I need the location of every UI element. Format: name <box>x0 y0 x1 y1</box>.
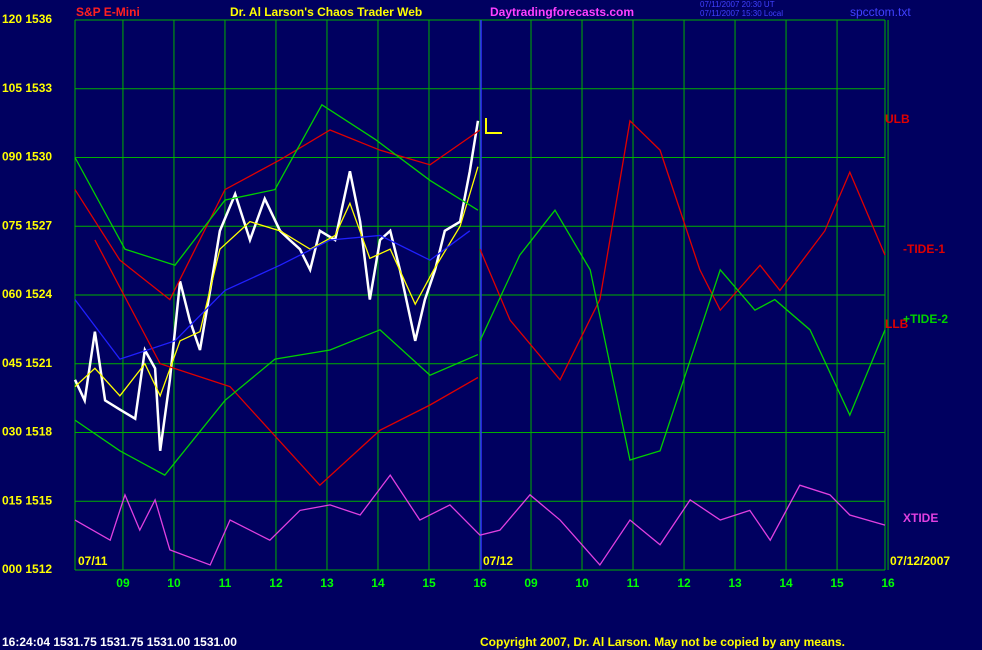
legend-label: LLB <box>885 317 909 331</box>
y-tick-label: 015 1515 <box>2 493 52 507</box>
timestamp: 07/11/2007 15:30 Local <box>700 9 783 18</box>
x-tick-label: 15 <box>422 576 436 590</box>
x-tick-label: 14 <box>779 576 793 590</box>
y-tick-label: 030 1518 <box>2 425 52 439</box>
series-line <box>74 230 471 360</box>
series-line <box>479 209 886 461</box>
date-label: 07/12 <box>483 554 513 568</box>
series-line <box>74 473 886 567</box>
marker <box>485 118 502 134</box>
legend-label: +TIDE-2 <box>903 312 948 326</box>
series-line <box>74 129 481 301</box>
x-tick-label: 16 <box>473 576 487 590</box>
y-tick-label: 120 1536 <box>2 12 52 26</box>
x-tick-label: 13 <box>320 576 334 590</box>
x-tick-label: 12 <box>677 576 691 590</box>
x-tick-label: 10 <box>167 576 181 590</box>
timestamp: 07/11/2007 20:30 UT <box>700 0 775 9</box>
instrument: S&P E-Mini <box>76 5 140 19</box>
x-tick-label: 11 <box>627 576 640 590</box>
site: Daytradingforecasts.com <box>490 5 634 19</box>
series-line <box>74 166 479 398</box>
y-tick-label: 060 1524 <box>2 287 52 301</box>
series-line <box>74 103 479 266</box>
x-tick-label: 13 <box>728 576 742 590</box>
y-tick-label: 045 1521 <box>2 356 52 370</box>
legend-label: XTIDE <box>903 511 938 525</box>
y-tick-label: 075 1527 <box>2 218 52 232</box>
series-line <box>479 119 886 381</box>
date-label: 07/11 <box>78 554 108 568</box>
x-tick-label: 16 <box>881 576 895 590</box>
y-tick-label: 090 1530 <box>2 150 52 164</box>
x-tick-label: 15 <box>830 576 844 590</box>
file-name: spcctom.txt <box>850 5 911 19</box>
chart-title: Dr. Al Larson's Chaos Trader Web <box>230 5 422 19</box>
y-tick-label: 000 1512 <box>2 562 52 576</box>
legend-label: ULB <box>885 112 910 126</box>
date-label: 07/12/2007 <box>890 554 950 568</box>
x-tick-label: 10 <box>575 576 589 590</box>
x-tick-label: 09 <box>116 576 130 590</box>
status-bar: 16:24:04 1531.75 1531.75 1531.00 1531.00 <box>2 635 237 649</box>
x-tick-label: 09 <box>524 576 538 590</box>
x-tick-label: 11 <box>219 576 232 590</box>
y-tick-label: 105 1533 <box>2 81 52 95</box>
series-line <box>94 239 479 487</box>
series-line <box>74 329 479 476</box>
legend-label: -TIDE-1 <box>903 242 945 256</box>
x-tick-label: 14 <box>371 576 385 590</box>
copyright: Copyright 2007, Dr. Al Larson. May not b… <box>480 635 845 649</box>
x-tick-label: 12 <box>269 576 283 590</box>
